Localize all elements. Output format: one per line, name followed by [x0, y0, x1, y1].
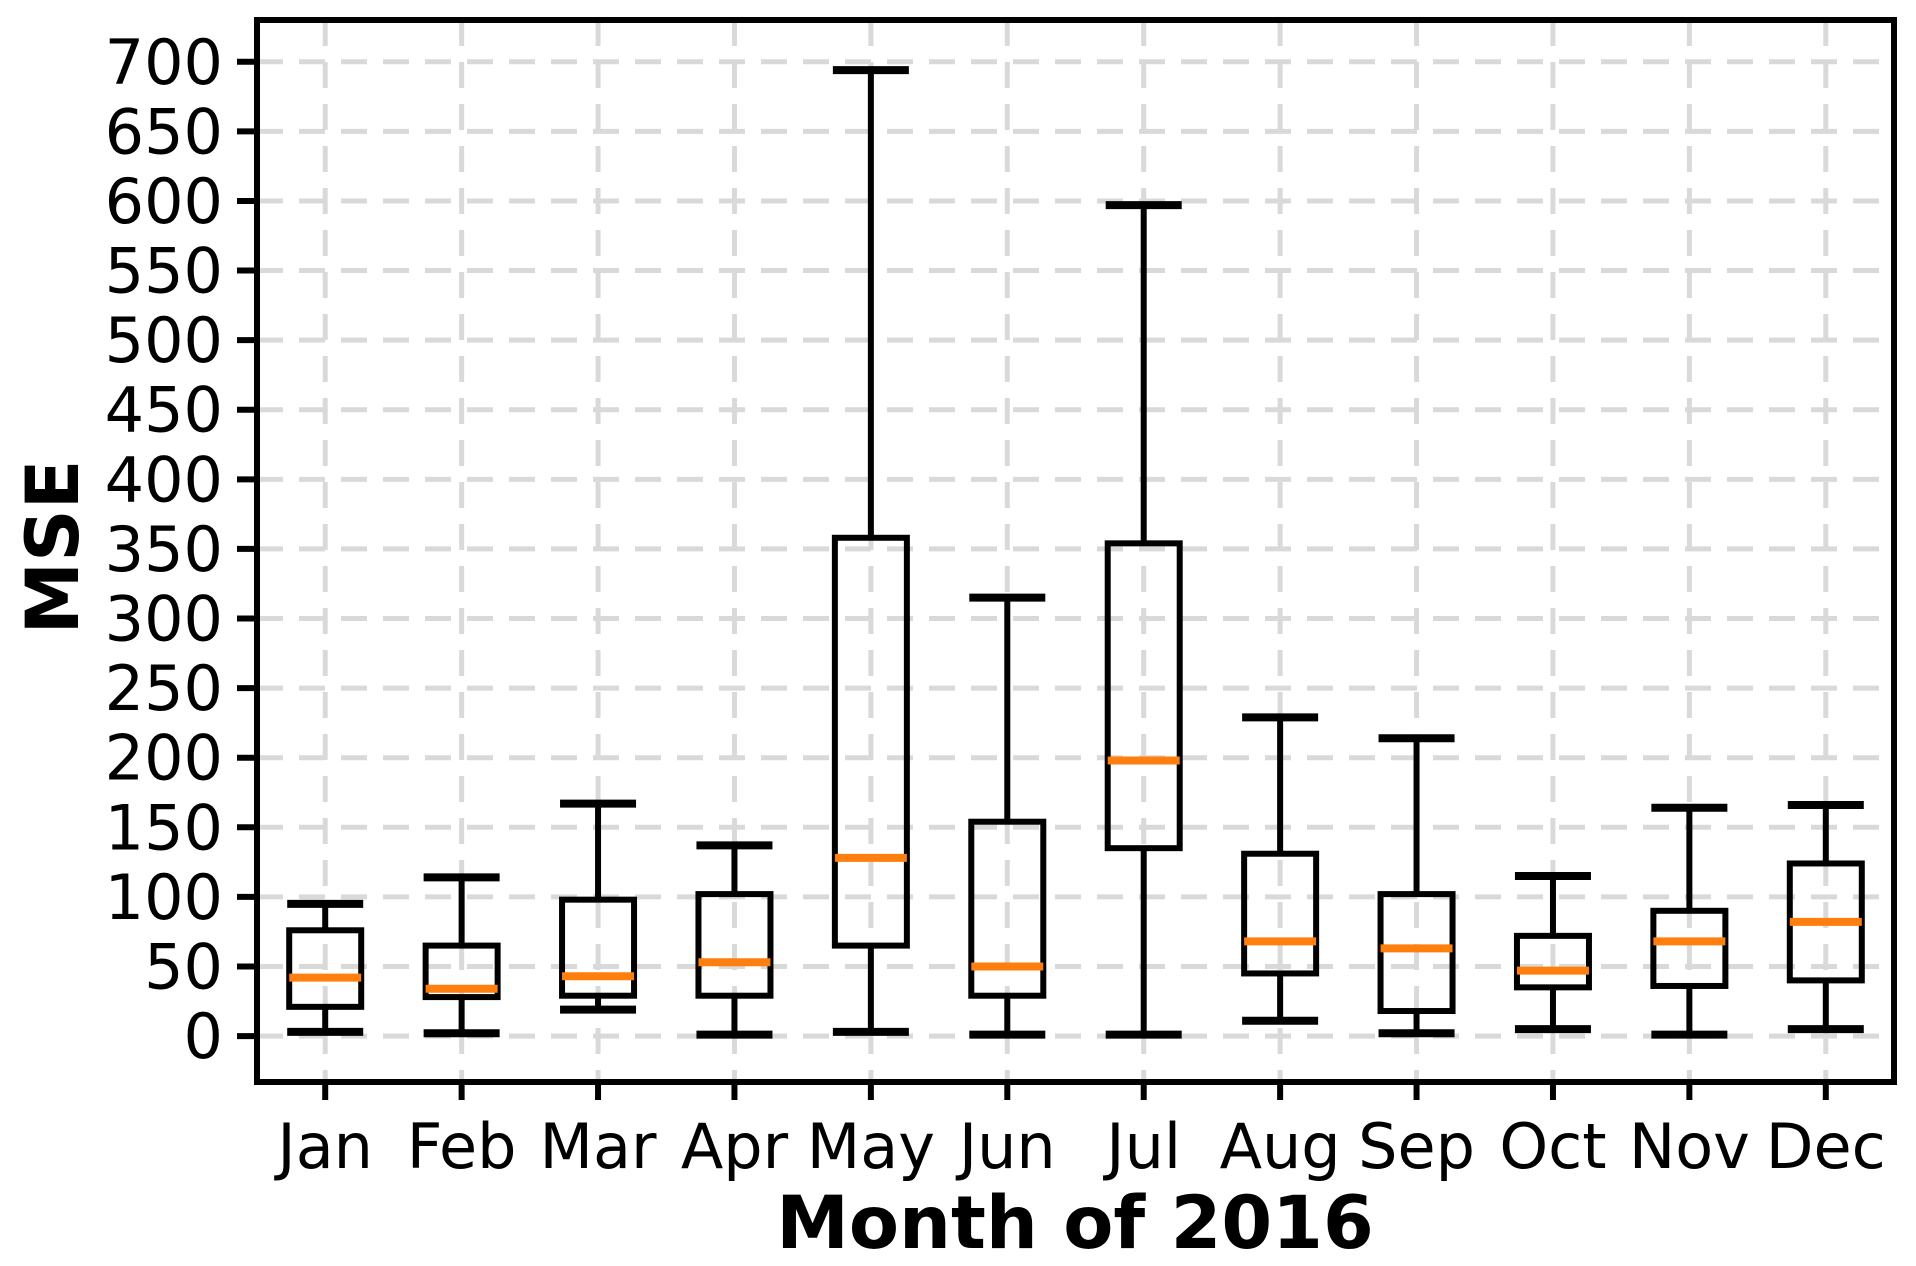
iqr-box [831, 534, 910, 949]
boxplot-Jul [1104, 201, 1183, 1039]
y-axis-label: MSE [11, 459, 96, 634]
x-tick-label-Apr: Apr [681, 1110, 789, 1183]
y-tick-label-400: 400 [105, 443, 223, 516]
iqr-box [695, 891, 774, 999]
y-tick-label-500: 500 [105, 304, 223, 377]
boxplot-Oct [1513, 872, 1592, 1034]
y-tick-label-50: 50 [144, 930, 223, 1003]
x-tick-label-Nov: Nov [1629, 1110, 1750, 1183]
boxplot-May [831, 66, 910, 1036]
y-tick-label-250: 250 [105, 652, 223, 725]
y-tick-label-450: 450 [105, 374, 223, 447]
y-tick-label-650: 650 [105, 95, 223, 168]
y-tick-label-100: 100 [105, 861, 223, 934]
x-tick-label-Jun: Jun [955, 1110, 1056, 1183]
x-tick-label-Jan: Jan [273, 1110, 373, 1183]
boxplot-Mar [559, 799, 638, 1014]
axis-ticks [237, 58, 1829, 1100]
x-tick-label-Jul: Jul [1102, 1110, 1181, 1183]
x-tick-label-May: May [807, 1110, 935, 1183]
iqr-box [968, 818, 1047, 999]
y-tick-label-550: 550 [105, 235, 223, 308]
x-tick-label-Sep: Sep [1358, 1110, 1475, 1183]
boxplot-Feb [422, 873, 501, 1038]
boxplot-Jun [968, 593, 1047, 1039]
x-tick-label-Mar: Mar [540, 1110, 657, 1183]
x-axis-label: Month of 2016 [776, 1181, 1374, 1266]
boxplot-Dec [1786, 801, 1865, 1034]
gridlines [257, 20, 1894, 1082]
y-tick-label-150: 150 [105, 791, 223, 864]
tick-labels: 0501001502002503003504004505005506006507… [105, 26, 1886, 1183]
boxplot-Aug [1241, 713, 1320, 1025]
iqr-box [422, 942, 501, 1001]
boxplot-Nov [1650, 803, 1729, 1039]
y-tick-label-350: 350 [105, 513, 223, 586]
iqr-box [1513, 932, 1592, 991]
y-tick-label-0: 0 [184, 1000, 223, 1073]
boxplot-Sep [1377, 734, 1456, 1038]
y-tick-label-600: 600 [105, 165, 223, 238]
x-tick-label-Dec: Dec [1766, 1110, 1886, 1183]
iqr-box [1241, 850, 1320, 977]
iqr-box [1650, 907, 1729, 989]
iqr-box [559, 896, 638, 999]
iqr-box [286, 927, 365, 1010]
x-tick-label-Feb: Feb [407, 1110, 517, 1183]
y-tick-label-700: 700 [105, 26, 223, 99]
y-tick-label-300: 300 [105, 583, 223, 656]
x-tick-label-Oct: Oct [1499, 1110, 1606, 1183]
iqr-box [1104, 540, 1183, 852]
boxplot-Jan [286, 899, 365, 1036]
y-tick-label-200: 200 [105, 722, 223, 795]
boxplot-Apr [695, 841, 774, 1039]
boxplots [286, 66, 1865, 1039]
x-tick-label-Aug: Aug [1220, 1110, 1341, 1183]
iqr-box [1377, 891, 1456, 1015]
